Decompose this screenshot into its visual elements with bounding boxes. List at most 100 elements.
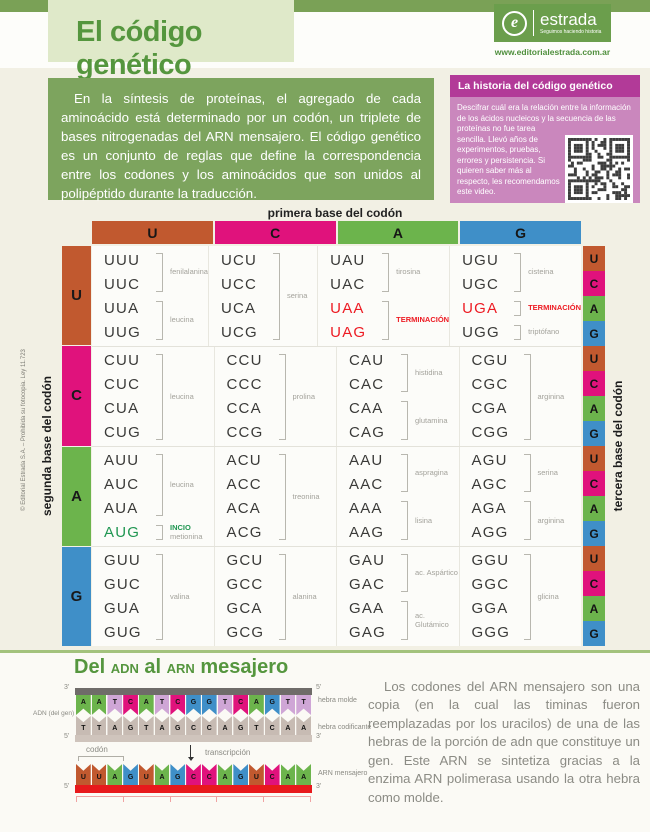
- codon-cell-AA: AAU AAC aspragina AAA AAG lisina: [336, 447, 459, 546]
- codon-group: UAA UAG TERMINACIÓN: [330, 296, 449, 344]
- qr-code-icon: [565, 135, 633, 203]
- codon-group: GCU GCC GCA GCG alanina: [227, 549, 337, 644]
- history-body: Descifrar cuál era la relación entre la …: [450, 97, 640, 203]
- codon-UGC: UGC: [462, 275, 500, 293]
- third-base-A: A: [583, 296, 605, 321]
- codon-group: GAU GAC ac. Aspártico: [349, 549, 459, 597]
- codon-bracket: [78, 756, 124, 761]
- amino-label: arginina: [537, 391, 565, 401]
- codon-table-body: UUU UUC fenilalanina UUA UUG leucina UCU UCC UCA…: [92, 246, 581, 646]
- codon-AUA: AUA: [104, 499, 139, 517]
- codon-GUA: GUA: [104, 599, 141, 617]
- history-title: La historia del código genético: [450, 75, 640, 97]
- amino-label: cisteina: [528, 267, 554, 277]
- amino-label: arginina: [537, 515, 565, 525]
- codon-cell-UG: UGU UGC cisteina UGA TERMINACIÓN UGG triptófan…: [449, 246, 581, 346]
- base-C: C: [123, 695, 138, 715]
- codon-ACA: ACA: [226, 499, 261, 517]
- base-T: T: [107, 695, 123, 715]
- brand-box: e estrada Seguimos haciendo historia: [494, 4, 611, 42]
- third-base-C: C: [583, 271, 605, 296]
- base-C: C: [201, 764, 217, 785]
- axis-label-second-base: segunda base del codón: [40, 375, 54, 517]
- amino-label: triptófano: [528, 327, 560, 337]
- codon-cell-GU: GUU GUC GUA GUG valina: [92, 547, 214, 646]
- codon-group: AUU AUC AUA leucina: [104, 449, 214, 520]
- amino-label: leucina: [170, 315, 194, 325]
- base-T: T: [154, 695, 170, 715]
- base-G: G: [201, 695, 217, 715]
- codon-UCG: UCG: [220, 323, 258, 341]
- outro-text: Los codones del ARN mensajero son una co…: [368, 679, 640, 805]
- codon-GAG: GAG: [349, 623, 386, 641]
- base-U: U: [138, 764, 154, 785]
- codon-AAU: AAU: [349, 452, 384, 470]
- third-base-U: U: [583, 346, 605, 371]
- base-U: U: [249, 764, 264, 785]
- mrna-strand-label: ARN mensajero: [318, 770, 368, 777]
- amino-label: treonina: [292, 491, 320, 501]
- codon-UUG: UUG: [104, 323, 141, 341]
- codon-cell-GA: GAU GAC ac. Aspártico GAA GAG ac. Glutámico: [336, 547, 459, 646]
- first-base-header-A: A: [337, 221, 459, 244]
- third-base-U: U: [583, 246, 605, 271]
- codon-UAC: UAC: [330, 275, 366, 293]
- codon-UUC: UUC: [104, 275, 141, 293]
- codon-cell-CA: CAU CAC histidina CAA CAG glutamina: [336, 347, 459, 446]
- amino-label: leucina: [170, 391, 194, 401]
- prime-label: 3': [316, 733, 322, 740]
- group-bracket: [514, 324, 522, 340]
- third-base-G: G: [583, 521, 605, 546]
- codon-group: CAA CAG glutamina: [349, 397, 459, 445]
- group-bracket: [401, 501, 408, 540]
- amino-label: valina: [170, 591, 190, 601]
- codon-UCA: UCA: [220, 299, 257, 317]
- base-C: C: [264, 764, 280, 785]
- ruler-segment: [169, 797, 217, 802]
- amino-label: serina: [537, 468, 558, 478]
- amino-label: lisina: [415, 515, 433, 525]
- codon-GGC: GGC: [471, 576, 510, 594]
- group-bracket: [156, 453, 163, 516]
- codon-cell-CU: CUU CUC CUA CUG leucina: [92, 347, 214, 446]
- codon-GAC: GAC: [349, 576, 386, 594]
- codon-UAG: UAG: [330, 323, 367, 341]
- codon-UUU: UUU: [104, 251, 141, 269]
- codon-UAU: UAU: [330, 251, 366, 269]
- amino-label: fenilalanina: [170, 267, 208, 277]
- base-U: U: [76, 764, 91, 785]
- base-C: C: [170, 695, 186, 715]
- base-G: G: [186, 695, 201, 715]
- codon-CGU: CGU: [471, 352, 509, 370]
- base-C: C: [233, 695, 249, 715]
- dna-gene-label: ADN (del gen): [33, 710, 75, 717]
- codon-cell-UC: UCU UCC UCA UCG serina: [207, 246, 317, 346]
- group-bracket: [523, 501, 531, 540]
- codon-GCA: GCA: [226, 599, 263, 617]
- amino-label: ac. Glutámico: [415, 610, 449, 630]
- transcription-section: Del ADN al ARN mesajero ADN (del gen) 3'…: [0, 653, 650, 832]
- base-G: G: [123, 716, 138, 735]
- codon-AAA: AAA: [349, 499, 383, 517]
- codon-group: UUU UUC fenilalanina: [104, 248, 208, 296]
- second-base-C: C: [62, 345, 91, 446]
- prime-label: 3': [316, 783, 322, 790]
- codon-CGC: CGC: [471, 376, 509, 394]
- codon-block-G: GUU GUC GUA GUG valina GCU GCC GCA GCG alanina GAU…: [92, 546, 581, 646]
- codon-UCC: UCC: [220, 275, 258, 293]
- base-A: A: [296, 764, 312, 785]
- codon-group: GAA GAG ac. Glutámico: [349, 597, 459, 645]
- codon-group: GGU GGC GGA GGG glicina: [472, 549, 582, 644]
- base-A: A: [217, 716, 233, 735]
- amino-label: aspragina: [415, 468, 448, 478]
- codon-UGU: UGU: [462, 251, 500, 269]
- brand-name: estrada: [540, 10, 597, 29]
- second-base-U: U: [62, 246, 91, 346]
- codon-CAG: CAG: [349, 423, 386, 441]
- estrada-logo-icon: e: [502, 10, 527, 36]
- codon-GAU: GAU: [349, 552, 386, 570]
- logo-divider: [533, 10, 534, 36]
- codon-GCG: GCG: [226, 623, 265, 641]
- ruler-segment: [263, 797, 311, 802]
